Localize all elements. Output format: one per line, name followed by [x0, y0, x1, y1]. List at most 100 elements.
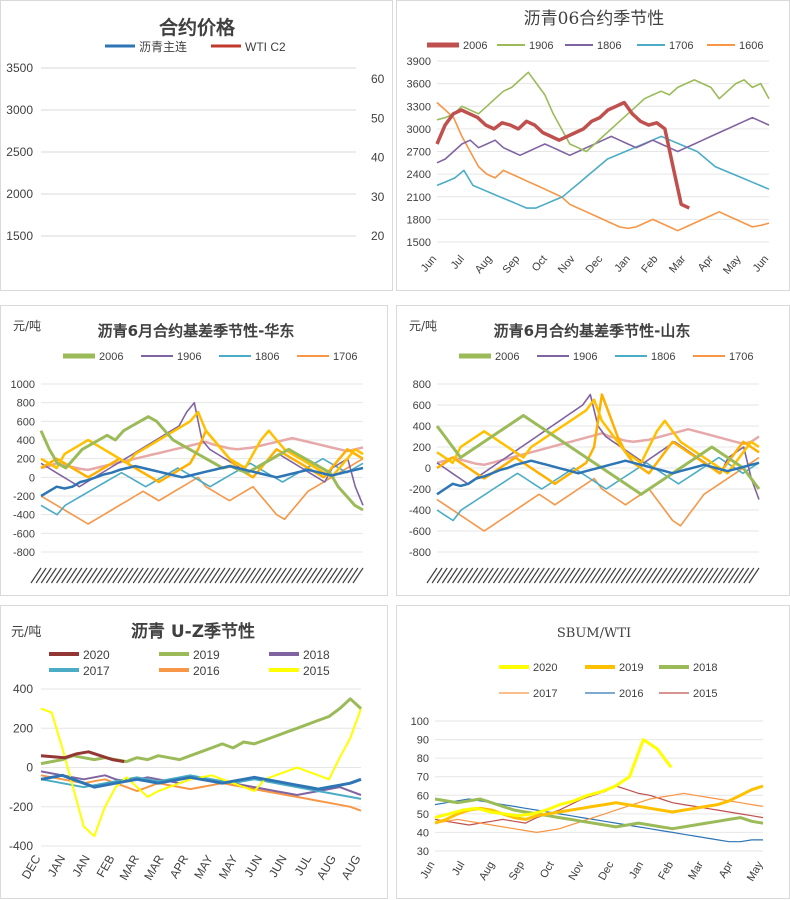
x-tick-mark: [574, 567, 586, 584]
x-tick-label: DEC: [19, 852, 44, 881]
y-tick-label: -200: [409, 484, 431, 496]
series-line-2017: [434, 792, 764, 833]
legend-label: 2018: [303, 648, 330, 662]
x-tick-mark: [728, 567, 740, 584]
x-tick-mark: [549, 567, 561, 584]
series-line-extra-yellow: [436, 398, 760, 475]
x-tick-label: JAN: [69, 853, 92, 880]
y-tick-label-right: 60: [371, 72, 385, 86]
y-tick-label: -200: [13, 491, 35, 503]
legend-label: 2019: [193, 648, 220, 662]
x-tick-mark: [316, 567, 328, 584]
x-tick-mark: [326, 567, 338, 584]
y-tick-label: 100: [411, 716, 429, 728]
x-tick-mark: [137, 567, 149, 584]
chart-panel-06-seasonal: 沥青06合约季节性 2006 1906 1806 1706 1606 3900 3600 330…: [396, 0, 790, 291]
x-tick-mark: [30, 567, 42, 584]
x-tick-mark: [544, 567, 556, 584]
y-tick-label-right: 50: [371, 111, 385, 125]
y-tick-label: 0: [26, 761, 33, 775]
y-tick-label: 400: [13, 682, 33, 696]
y-tick-label: 1000: [11, 379, 35, 391]
series-line-2020: [434, 738, 673, 820]
x-tick-mark: [122, 567, 134, 584]
legend-label: 2006: [495, 351, 519, 363]
x-tick-mark: [492, 567, 504, 584]
x-tick-mark: [472, 567, 484, 584]
x-tick-label: Jan: [627, 860, 646, 881]
x-tick-mark: [636, 567, 648, 584]
x-tick-mark: [707, 567, 719, 584]
series-line-2006: [39, 415, 364, 512]
legend-label: 1806: [651, 351, 675, 363]
x-tick-mark: [671, 567, 683, 584]
x-tick-mark: [337, 567, 349, 584]
y-tick-label: -800: [409, 547, 431, 559]
x-tick-mark: [132, 567, 144, 584]
x-tick-label: Sep: [501, 253, 523, 276]
x-tick-label: Nov: [556, 253, 578, 276]
legend-label: 1906: [573, 351, 597, 363]
chart-title: 沥青6月合约基差季节性-华东: [98, 322, 295, 340]
chart-title: 沥青6月合约基差季节性-山东: [494, 322, 691, 340]
x-tick-mark: [482, 567, 494, 584]
y-tick-label: 60: [417, 790, 429, 802]
series-line-2016: [40, 774, 362, 812]
x-tick-mark: [610, 567, 622, 584]
legend-label: 2018: [693, 662, 717, 674]
x-tick-mark: [620, 567, 632, 584]
legend-label: 1706: [729, 351, 753, 363]
x-tick-mark: [579, 567, 591, 584]
x-tick-label: May: [721, 253, 744, 277]
y-tick-label: 0: [425, 463, 431, 475]
series-line-1706: [436, 135, 770, 209]
x-tick-mark: [498, 567, 510, 584]
x-tick-mark: [142, 567, 154, 584]
x-tick-label: JAN: [45, 853, 68, 880]
x-tick-label: Jun: [418, 860, 437, 881]
x-tick-label: Jun: [751, 253, 772, 274]
series-line-2019: [434, 784, 764, 825]
x-tick-mark: [102, 567, 114, 584]
y-tick-label: 600: [413, 400, 431, 412]
x-tick-label: MAY: [191, 853, 216, 882]
x-tick-mark: [666, 567, 678, 584]
series-line-1606: [436, 101, 770, 232]
series-line-2006: [435, 414, 761, 496]
x-tick-mark: [275, 567, 287, 584]
x-tick-mark: [188, 567, 200, 584]
x-tick-label: Aug: [477, 860, 497, 883]
x-tick-label: FEB: [94, 853, 118, 880]
x-tick-mark: [564, 567, 576, 584]
chart-title: 沥青06合约季节性: [524, 9, 665, 29]
y-tick-label: -400: [13, 510, 35, 522]
x-tick-mark: [40, 567, 52, 584]
x-tick-label: Apr: [717, 859, 736, 880]
x-tick-mark: [250, 567, 262, 584]
x-tick-mark: [523, 567, 535, 584]
x-tick-mark: [467, 567, 479, 584]
x-tick-mark: [717, 567, 729, 584]
x-tick-mark: [35, 567, 47, 584]
x-tick-mark: [590, 567, 602, 584]
x-tick-mark: [229, 567, 241, 584]
series-line-2019: [40, 697, 363, 766]
chart-sbum-wti: SBUM/WTI 2020 2019 2018 2017 2016 2015 100 90 80 7…: [411, 626, 766, 883]
legend-label: WTI C2: [245, 40, 286, 54]
y-tick-label-right: 20: [371, 229, 385, 243]
legend-label: 2017: [533, 688, 557, 700]
series-line-extra-pink: [436, 427, 760, 467]
y-tick-label-right: 30: [371, 190, 385, 204]
x-tick-mark: [508, 567, 520, 584]
x-tick-mark: [559, 567, 571, 584]
x-tick-mark: [183, 567, 195, 584]
x-tick-mark: [240, 567, 252, 584]
unit-label: 元/吨: [11, 625, 41, 640]
x-tick-mark: [477, 567, 489, 584]
x-tick-mark: [441, 567, 453, 584]
legend-label: 2020: [83, 648, 110, 662]
x-tick-mark: [651, 567, 663, 584]
x-tick-mark: [462, 567, 474, 584]
y-tick-label: -400: [409, 505, 431, 517]
legend-label: 1706: [333, 351, 357, 363]
